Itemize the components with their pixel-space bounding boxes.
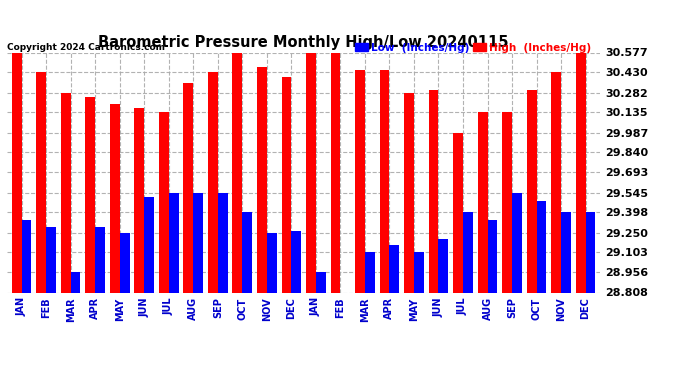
Bar: [159, 112, 169, 292]
Legend: Low  (Inches/Hg), High  (Inches/Hg): Low (Inches/Hg), High (Inches/Hg): [351, 39, 595, 57]
Bar: [453, 132, 463, 292]
Bar: [380, 70, 389, 292]
Bar: [537, 201, 546, 292]
Bar: [70, 272, 81, 292]
Bar: [144, 197, 154, 292]
Bar: [218, 192, 228, 292]
Bar: [331, 53, 340, 292]
Bar: [21, 220, 32, 292]
Bar: [37, 72, 46, 292]
Text: Copyright 2024 Cartronics.com: Copyright 2024 Cartronics.com: [7, 43, 165, 52]
Bar: [267, 232, 277, 292]
Bar: [193, 192, 203, 292]
Bar: [95, 227, 105, 292]
Bar: [404, 93, 414, 292]
Bar: [184, 83, 193, 292]
Bar: [61, 93, 70, 292]
Bar: [46, 227, 56, 292]
Bar: [316, 272, 326, 292]
Bar: [208, 72, 218, 292]
Bar: [12, 53, 21, 292]
Bar: [119, 232, 130, 292]
Bar: [477, 112, 488, 292]
Bar: [463, 213, 473, 292]
Bar: [110, 104, 119, 292]
Bar: [428, 90, 438, 292]
Bar: [242, 213, 252, 292]
Bar: [438, 239, 449, 292]
Bar: [135, 108, 144, 292]
Bar: [233, 53, 242, 292]
Bar: [586, 213, 595, 292]
Bar: [575, 53, 586, 292]
Bar: [561, 213, 571, 292]
Bar: [291, 231, 301, 292]
Bar: [282, 76, 291, 292]
Bar: [488, 220, 497, 292]
Title: Barometric Pressure Monthly High/Low 20240115: Barometric Pressure Monthly High/Low 202…: [99, 35, 509, 50]
Bar: [526, 90, 537, 292]
Bar: [169, 192, 179, 292]
Bar: [365, 252, 375, 292]
Bar: [355, 70, 365, 292]
Bar: [512, 192, 522, 292]
Bar: [414, 252, 424, 292]
Bar: [257, 67, 267, 292]
Bar: [389, 245, 400, 292]
Bar: [551, 72, 561, 292]
Bar: [502, 112, 512, 292]
Bar: [86, 97, 95, 292]
Bar: [306, 53, 316, 292]
